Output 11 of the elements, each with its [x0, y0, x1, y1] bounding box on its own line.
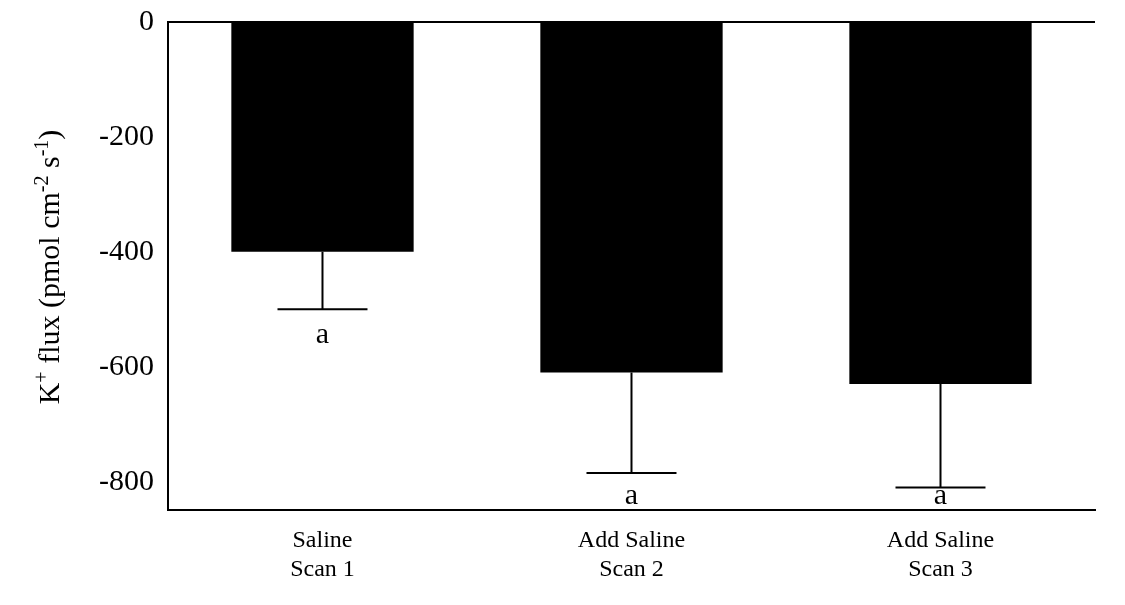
y-tick-label: 0	[138, 2, 154, 36]
x-tick-label: Add Saline Scan 2	[577, 526, 686, 581]
annotation: a	[315, 316, 330, 350]
y-tick-label: -800	[98, 462, 154, 496]
x-tick-label: Saline Scan 1	[290, 526, 355, 581]
y-tick-label: -400	[98, 232, 154, 266]
annotation: a	[624, 477, 639, 511]
y-tick-label: -600	[98, 347, 154, 381]
annotation: a	[933, 477, 948, 511]
x-tick-label: Add Saline Scan 3	[886, 526, 995, 581]
y-tick-label: -200	[98, 117, 154, 151]
